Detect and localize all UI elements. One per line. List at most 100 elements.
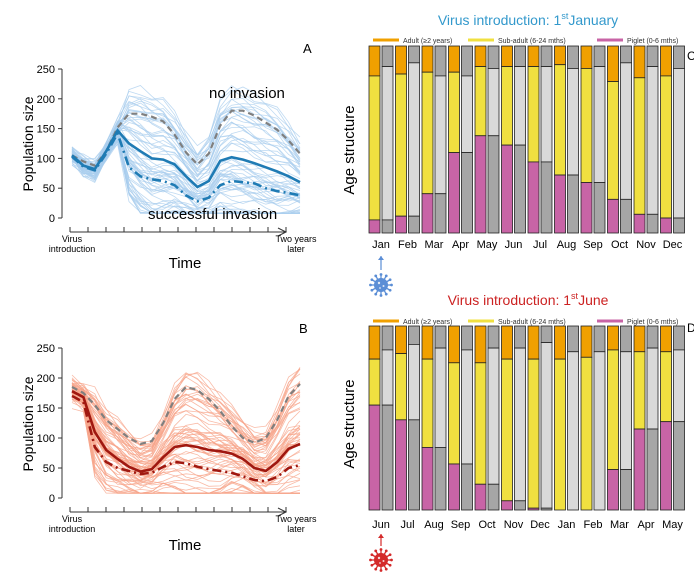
panel-c-bar-piglet-reference — [381, 219, 394, 234]
panel-c-bar-subadult — [607, 81, 619, 200]
panel-c-month-label: Jun — [505, 239, 523, 251]
panel-a-y-tick-label: 50 — [43, 183, 55, 195]
panel-a-annotation-no-invasion: no invasion — [209, 85, 285, 102]
panel-d-legend: Adult (≥2 years) Sub-adult (6-24 mths) Pig… — [373, 319, 678, 326]
panel-d-bar-adult-reference — [434, 325, 447, 349]
panel-c-bar-adult — [633, 45, 646, 79]
panel-c-bar-piglet — [607, 198, 619, 234]
panel-c-bar-adult — [368, 45, 381, 77]
panel-d-bar-adult — [448, 325, 460, 364]
panel-d-bar-subadult-reference — [381, 349, 394, 406]
panel-d-ylabel: Age structure — [341, 379, 358, 468]
panel-c-month-label: Jan — [372, 239, 390, 251]
panel-c-bar-piglet — [421, 193, 434, 234]
panel-b-simulation-run — [71, 387, 301, 478]
panel-c-month-label: Sep — [583, 239, 603, 251]
panel-b-simulation-run — [71, 390, 301, 494]
panel-c-bar-subadult-reference — [381, 66, 394, 221]
panel-d-bar-piglet-reference — [408, 419, 420, 511]
panel-d-bar-piglet — [448, 463, 460, 511]
panel-d-month-label: Mar — [610, 519, 629, 531]
panel-b-simulation-run — [71, 399, 301, 486]
panel-d-bar-subadult-reference — [646, 347, 659, 430]
panel-d-bar-subadult — [448, 362, 460, 465]
panel-d-bar-piglet-reference — [487, 483, 500, 511]
panel-b-simulation-run — [71, 390, 301, 463]
panel-d-bar-subadult — [421, 358, 434, 448]
panel-d-bars — [368, 325, 685, 511]
panel-d-bar-adult-reference — [593, 325, 606, 353]
panel-a-annotation-successful-invasion: successful invasion — [148, 206, 277, 223]
panel-c-bar-adult-reference — [514, 45, 526, 67]
panel-b-xtick-end-1: Two years — [275, 514, 317, 524]
panel-d-month-labels: Jun Jul Aug Sep Oct Nov Dec Jan Feb Mar Apr May — [372, 519, 683, 531]
panel-a-label: A — [303, 41, 312, 56]
panel-a-xtick-end-1: Two years — [275, 234, 317, 244]
panel-c-bar-piglet-reference — [620, 198, 632, 234]
panel-c-bar-adult-reference — [646, 45, 659, 67]
panel-b-simulation-run — [71, 392, 301, 463]
panel-d-bar-adult-reference — [673, 325, 685, 351]
panel-c-bar-piglet — [474, 135, 487, 234]
panel-d-bar-subadult-reference — [673, 349, 685, 423]
panel-b-simulation-run — [71, 389, 301, 469]
panel-d-bar-adult-reference — [540, 325, 553, 343]
panel-b-simulation-run — [71, 394, 301, 473]
panel-c-month-labels: Jan Feb Mar Apr May Jun Jul Aug Sep Oct Nov Dec — [372, 239, 683, 251]
panel-d-bar-subadult-reference — [593, 351, 606, 511]
panel-c-bar-subadult-reference — [567, 68, 579, 176]
panel-b-series-dashed — [71, 383, 301, 446]
panel-c-bar-adult — [527, 45, 540, 67]
panel-c-bar-subadult — [501, 66, 513, 146]
panel-c-bar-subadult-reference — [408, 62, 420, 217]
panel-a-ylabel: Population size — [20, 96, 36, 191]
panel-d-bar-piglet — [633, 428, 646, 511]
panel-d-bar-subadult — [633, 351, 646, 430]
panel-a-xlabel: Time — [169, 255, 202, 272]
panel-c-bar-piglet-reference — [408, 215, 420, 234]
panel-c-bar-piglet — [660, 217, 672, 234]
panel-d-bar-adult-reference — [487, 325, 500, 349]
panel-d-bar-piglet-reference — [514, 500, 526, 511]
panel-d-bar-subadult-reference — [461, 349, 473, 465]
panel-c-bar-piglet-reference — [593, 182, 606, 234]
panel-d-bar-adult — [421, 325, 434, 360]
panel-c-bar-subadult-reference — [487, 68, 500, 137]
panel-d-bar-adult-reference — [514, 325, 526, 349]
panel-d-bar-subadult-reference — [567, 351, 579, 511]
panel-c-bar-subadult-reference — [673, 68, 685, 219]
panel-b-simulation-run — [71, 388, 301, 464]
panel-b-simulation-run — [71, 389, 301, 471]
panel-b-series-dashdot — [71, 394, 301, 483]
panel-c-legend: Adult (≥2 years) Sub-adult (6-24 mths) Pig… — [373, 38, 678, 45]
panel-d-bar-subadult — [501, 358, 513, 502]
panel-a-y-tick-label: 0 — [49, 213, 55, 225]
panel-c-bar-adult — [580, 45, 593, 69]
panel-b-simulation-run — [71, 385, 301, 459]
panel-d-bar-adult-reference — [620, 325, 632, 353]
panel-c-bar-adult-reference — [620, 45, 632, 64]
panel-d-month-label: Apr — [637, 519, 654, 531]
panel-c-bar-adult — [554, 45, 566, 66]
panel-d-bar-subadult-reference — [434, 347, 447, 448]
panel-c-legend-label: Piglet (0-6 mths) — [627, 38, 678, 45]
panel-c-bar-adult-reference — [673, 45, 685, 69]
panel-d-bar-piglet-reference — [540, 507, 553, 511]
panel-b-simulation-run — [71, 394, 301, 481]
panel-c-bar-adult-reference — [408, 45, 420, 64]
panel-c-bar-piglet — [580, 182, 593, 234]
panel-d-bar-subadult-reference — [408, 343, 420, 421]
panel-d-bar-adult — [660, 325, 672, 353]
panel-c-bar-piglet — [554, 174, 566, 234]
panel-b-y-tick-label: 150 — [37, 403, 55, 415]
panel-b-xtick-end-2: later — [287, 524, 305, 534]
panel-b-simulation-run — [71, 394, 301, 493]
panel-b-simulation-run — [71, 382, 301, 455]
panel-d-bar-subadult-reference — [487, 347, 500, 485]
panel-b-simulation-run — [71, 402, 300, 494]
panel-d-bar-subadult — [660, 351, 672, 423]
panel-d-month-label: Feb — [584, 519, 603, 531]
panel-d-bar-piglet-reference — [646, 428, 659, 511]
panel-c-bar-adult-reference — [487, 45, 500, 69]
panel-b-y-tick-label: 100 — [37, 433, 55, 445]
